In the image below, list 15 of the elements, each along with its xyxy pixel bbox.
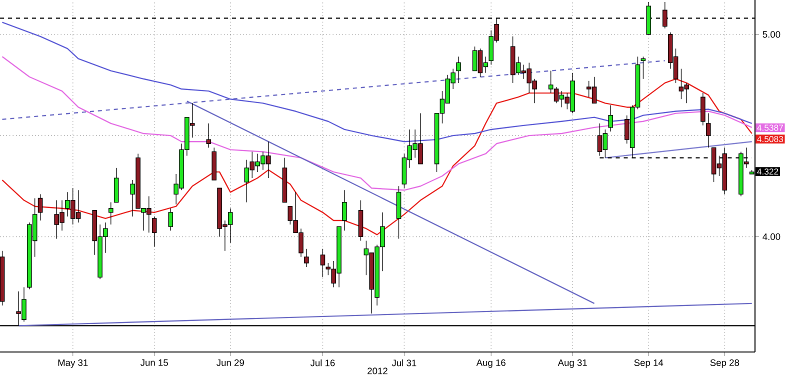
x-tick-label: Aug 31 xyxy=(558,359,587,368)
x-tick-label: Jun 29 xyxy=(216,359,244,366)
x-tick-label: Sep 14 xyxy=(634,359,664,368)
annotation: 4.5083 xyxy=(757,136,784,142)
x-tick-label: May 31 xyxy=(58,359,88,368)
y-tick-label: 4.00 xyxy=(762,233,780,240)
y-tick-label: 5.00 xyxy=(762,31,780,38)
annotation: 4.322 xyxy=(757,168,778,175)
x-tick-label: Jun 15 xyxy=(140,359,168,366)
x-tick-label: Sep 28 xyxy=(710,359,740,368)
annotation: 4.5387 xyxy=(757,124,783,131)
x-tick-label: Jul 31 xyxy=(392,359,416,366)
x-tick-label: Jul 16 xyxy=(310,359,335,366)
x-tick-label: Aug 16 xyxy=(476,359,506,368)
x-axis-title: 2012 xyxy=(368,368,388,374)
